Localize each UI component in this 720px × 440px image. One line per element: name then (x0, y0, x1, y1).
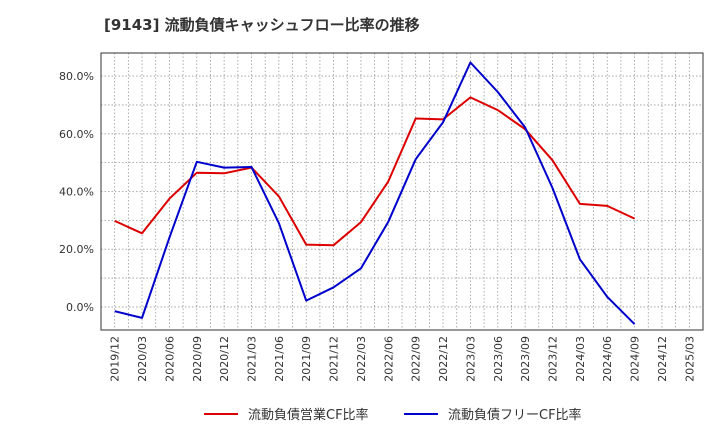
x-tick-label: 2021/09 (300, 336, 313, 382)
legend-label: 流動負債フリーCF比率 (448, 408, 582, 423)
legend-swatch-red-line (204, 412, 238, 415)
y-tick-label: 40.0% (59, 186, 94, 199)
x-tick-label: 2020/06 (163, 336, 176, 382)
legend-item-free-cf: 流動負債フリーCF比率 (404, 404, 582, 423)
x-tick-label: 2025/03 (683, 336, 696, 382)
y-tick-label: 60.0% (59, 128, 94, 141)
x-tick-label: 2023/12 (547, 336, 560, 382)
y-tick-label: 0.0% (66, 301, 94, 314)
series-layer (114, 61, 636, 325)
x-tick-label: 2020/03 (136, 336, 149, 382)
x-tick-label: 2022/12 (437, 336, 450, 382)
grid-layer (101, 53, 703, 330)
chart-title: [9143] 流動負債キャッシュフロー比率の推移 (104, 16, 420, 34)
legend-label: 流動負債営業CF比率 (248, 408, 369, 423)
x-tick-label: 2021/12 (328, 336, 341, 382)
x-tick-label: 2023/09 (519, 336, 532, 382)
x-tick-label: 2020/09 (191, 336, 204, 382)
x-tick-label: 2019/12 (109, 336, 122, 382)
x-tick-label: 2022/03 (355, 336, 368, 382)
plot-area-frame (100, 52, 704, 331)
series-line-free-cf (114, 61, 636, 325)
x-tick-label: 2023/03 (464, 336, 477, 382)
x-tick-label: 2024/12 (656, 336, 669, 382)
legend-item-operating-cf: 流動負債営業CF比率 (204, 404, 369, 423)
y-tick-label: 80.0% (59, 70, 94, 83)
x-tick-label: 2022/06 (382, 336, 395, 382)
y-axis: 0.0% 20.0% 40.0% 60.0% 80.0% (59, 70, 94, 314)
x-tick-label: 2020/12 (218, 336, 231, 382)
series-line-operating-cf (114, 96, 636, 247)
x-tick-label: 2021/03 (246, 336, 259, 382)
legend: 流動負債営業CF比率 流動負債フリーCF比率 (0, 404, 720, 428)
x-tick-label: 2024/09 (629, 336, 642, 382)
x-tick-label: 2024/06 (601, 336, 614, 382)
x-tick-label: 2023/06 (492, 336, 505, 382)
y-tick-label: 20.0% (59, 243, 94, 256)
x-tick-label: 2022/09 (410, 336, 423, 382)
x-tick-label: 2024/03 (574, 336, 587, 382)
legend-swatch-blue-line (404, 412, 438, 415)
x-tick-label: 2021/06 (273, 336, 286, 382)
x-axis: 2019/12 2020/03 2020/06 2020/09 2020/12 2021/… (109, 336, 697, 382)
